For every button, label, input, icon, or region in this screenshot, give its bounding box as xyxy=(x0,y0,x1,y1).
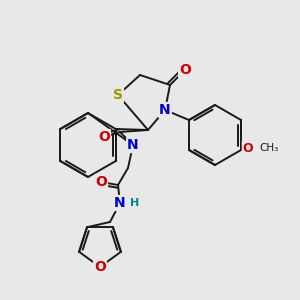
Text: O: O xyxy=(95,175,107,189)
Text: N: N xyxy=(127,138,139,152)
Text: O: O xyxy=(243,142,253,154)
Text: CH₃: CH₃ xyxy=(259,143,278,153)
Text: O: O xyxy=(94,260,106,274)
Text: O: O xyxy=(179,63,191,77)
Text: H: H xyxy=(130,198,139,208)
Text: O: O xyxy=(98,130,110,144)
Text: N: N xyxy=(114,196,126,210)
Text: S: S xyxy=(113,88,123,102)
Text: N: N xyxy=(159,103,171,117)
